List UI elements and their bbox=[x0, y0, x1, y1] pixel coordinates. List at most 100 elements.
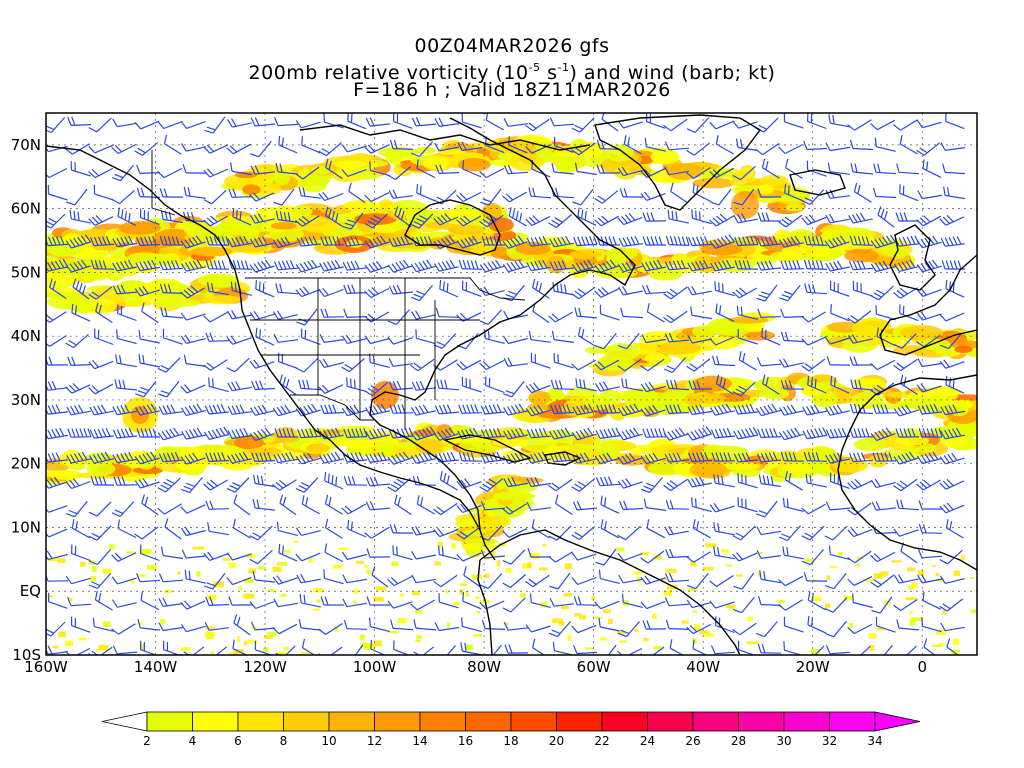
wind-barb-feather bbox=[188, 429, 195, 438]
vorticity-patch bbox=[598, 389, 623, 407]
coastline-africa bbox=[837, 374, 977, 571]
wind-barb-feather bbox=[112, 454, 118, 463]
title-field-part1: 200mb relative vorticity (10 bbox=[248, 62, 529, 84]
wind-barb-feather bbox=[180, 488, 190, 494]
wind-barb-feather bbox=[250, 117, 256, 127]
wind-barb-feather bbox=[366, 548, 371, 558]
wind-barb-feather bbox=[818, 427, 824, 437]
wind-barb-feather bbox=[952, 428, 958, 437]
wind-barb-shaft bbox=[49, 311, 67, 323]
vorticity-speckle bbox=[257, 566, 266, 570]
wind-barb-feather bbox=[715, 303, 718, 313]
wind-barb-feather bbox=[948, 429, 954, 438]
wind-barb-feather bbox=[148, 236, 153, 246]
wind-barb-feather bbox=[346, 237, 352, 246]
vorticity-speckle bbox=[338, 547, 349, 551]
wind-barb-feather bbox=[480, 201, 490, 206]
wind-barb-feather bbox=[518, 259, 525, 268]
wind-barb-feather bbox=[359, 428, 364, 438]
wind-barb-feather bbox=[670, 182, 674, 192]
wind-barb-feather bbox=[240, 260, 245, 270]
wind-barb-shaft bbox=[852, 459, 874, 463]
vorticity-speckle bbox=[726, 604, 734, 609]
wind-barb-feather bbox=[256, 499, 260, 509]
wind-barb-feather bbox=[97, 236, 103, 246]
wind-barb-feather bbox=[272, 576, 279, 585]
wind-barb-shaft bbox=[716, 574, 734, 588]
wind-barb-feather bbox=[275, 652, 281, 655]
wind-barb-shaft bbox=[508, 528, 528, 538]
wind-barb-feather bbox=[810, 377, 813, 387]
wind-barb-feather bbox=[917, 549, 923, 559]
wind-barb-feather bbox=[695, 261, 701, 270]
wind-barb-feather bbox=[574, 162, 578, 172]
wind-barb-feather bbox=[740, 306, 743, 316]
wind-barb-feather bbox=[169, 428, 176, 437]
wind-barb-shaft bbox=[71, 169, 91, 177]
wind-barb-feather bbox=[138, 354, 141, 364]
wind-barb-feather bbox=[307, 404, 314, 413]
wind-barb-shaft bbox=[853, 480, 873, 490]
wind-barb-feather bbox=[381, 451, 387, 461]
wind-barb-feather bbox=[415, 329, 417, 339]
wind-barb-feather bbox=[553, 237, 559, 247]
wind-barb-feather bbox=[458, 452, 463, 461]
wind-barb-shaft bbox=[140, 599, 160, 611]
wind-barb-feather bbox=[462, 592, 465, 602]
wind-barb-feather bbox=[324, 494, 329, 504]
wind-barb-feather bbox=[124, 428, 130, 438]
colorbar-label: 24 bbox=[640, 734, 655, 748]
wind-barb-feather bbox=[299, 407, 306, 416]
wind-barb-feather bbox=[163, 236, 168, 246]
wind-barb-feather bbox=[719, 452, 724, 462]
wind-barb-shaft bbox=[323, 412, 345, 414]
wind-barb-feather bbox=[944, 429, 950, 439]
wind-barb-feather bbox=[911, 428, 916, 438]
wind-barb-feather bbox=[723, 452, 728, 462]
wind-barb-shaft bbox=[945, 457, 965, 465]
vorticity-speckle bbox=[447, 622, 450, 628]
lat-label: 70N bbox=[11, 136, 41, 154]
colorbar-swatch bbox=[192, 711, 239, 732]
wind-barb-feather bbox=[534, 428, 540, 438]
wind-barb-feather bbox=[204, 621, 210, 631]
wind-barb-feather bbox=[143, 261, 149, 270]
wind-barb-feather bbox=[342, 237, 348, 247]
wind-barb-feather bbox=[827, 162, 831, 172]
wind-barb-feather bbox=[732, 608, 742, 614]
vorticity-speckle bbox=[465, 644, 474, 650]
wind-barb-feather bbox=[290, 428, 295, 438]
wind-barb-feather bbox=[350, 113, 353, 123]
vorticity-patch bbox=[447, 224, 486, 235]
wind-barb-feather bbox=[284, 236, 291, 245]
wind-barb-feather bbox=[871, 658, 879, 661]
wind-barb-feather bbox=[484, 405, 490, 414]
wind-barb-feather bbox=[301, 638, 306, 648]
wind-barb-feather bbox=[436, 216, 444, 224]
wind-barb-feather bbox=[576, 501, 582, 510]
wind-barb-feather bbox=[850, 379, 854, 389]
wind-barb-shaft bbox=[900, 143, 918, 155]
wind-barb-feather bbox=[645, 262, 651, 271]
wind-barb-feather bbox=[456, 219, 464, 227]
wind-barb-shaft bbox=[693, 167, 711, 179]
wind-barb-feather bbox=[553, 453, 559, 462]
wind-barb-feather bbox=[876, 327, 879, 337]
wind-barb-shaft bbox=[119, 501, 135, 517]
wind-barb-feather bbox=[88, 535, 98, 541]
wind-barb-feather bbox=[480, 453, 486, 463]
wind-barb-feather bbox=[806, 429, 812, 439]
wind-barb-shaft bbox=[876, 146, 896, 152]
wind-barb-feather bbox=[510, 238, 517, 247]
wind-barb-feather bbox=[668, 260, 674, 270]
wind-barb-shaft bbox=[165, 357, 181, 373]
wind-barb-feather bbox=[462, 404, 467, 414]
wind-barb-feather bbox=[788, 472, 792, 483]
wind-barb-feather bbox=[577, 481, 586, 487]
wind-barb-shaft bbox=[302, 215, 320, 227]
wind-barb-feather bbox=[946, 638, 951, 648]
colorbar-label: 8 bbox=[280, 734, 288, 748]
wind-barb-shaft bbox=[48, 601, 68, 609]
wind-barb-feather bbox=[234, 282, 237, 292]
vorticity-speckle bbox=[397, 618, 407, 624]
